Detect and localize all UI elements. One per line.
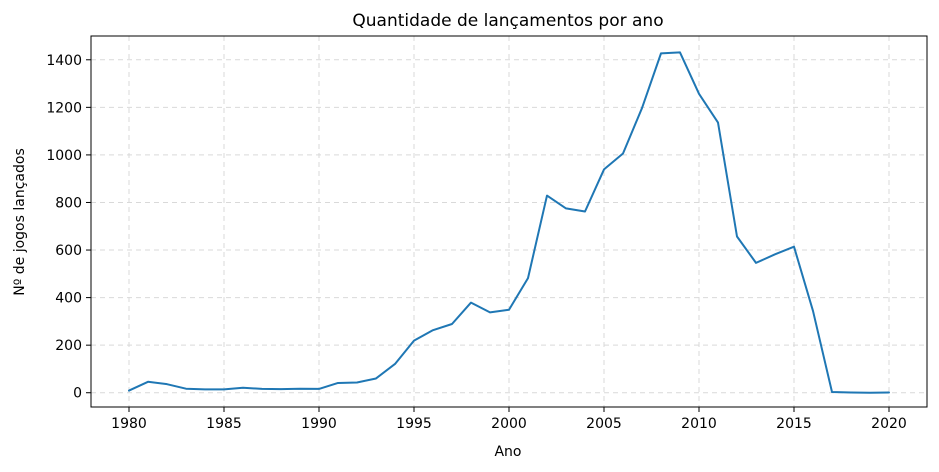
x-tick-label: 2010 (681, 416, 717, 432)
x-tick-label: 2020 (871, 416, 907, 432)
y-tick-label: 1000 (46, 148, 82, 164)
x-axis-label: Ano (494, 444, 521, 460)
x-tick-label: 2015 (776, 416, 812, 432)
x-tick-label: 2005 (586, 416, 622, 432)
y-tick-label: 800 (55, 195, 82, 211)
x-tick-label: 1980 (111, 416, 147, 432)
chart-title: Quantidade de lançamentos por ano (352, 11, 663, 31)
y-tick-label: 600 (55, 243, 82, 259)
y-tick-label: 400 (55, 291, 82, 307)
series-layer (128, 51, 890, 394)
y-tick-label: 200 (55, 338, 82, 354)
tick-layer: 1980 1985 1990 1995 2000 2005 2010 2015 2020 0 200… (46, 53, 906, 432)
y-tick-label: 1400 (46, 53, 82, 69)
y-axis-label: Nº de jogos lançados (12, 148, 28, 296)
y-tick-label: 0 (73, 386, 82, 402)
series-line (128, 51, 890, 394)
x-tick-label: 1990 (301, 416, 337, 432)
x-tick-label: 2000 (491, 416, 527, 432)
x-tick-label: 1995 (396, 416, 432, 432)
grid-layer (91, 36, 927, 407)
y-tick-label: 1200 (46, 100, 82, 116)
x-tick-label: 1985 (206, 416, 242, 432)
